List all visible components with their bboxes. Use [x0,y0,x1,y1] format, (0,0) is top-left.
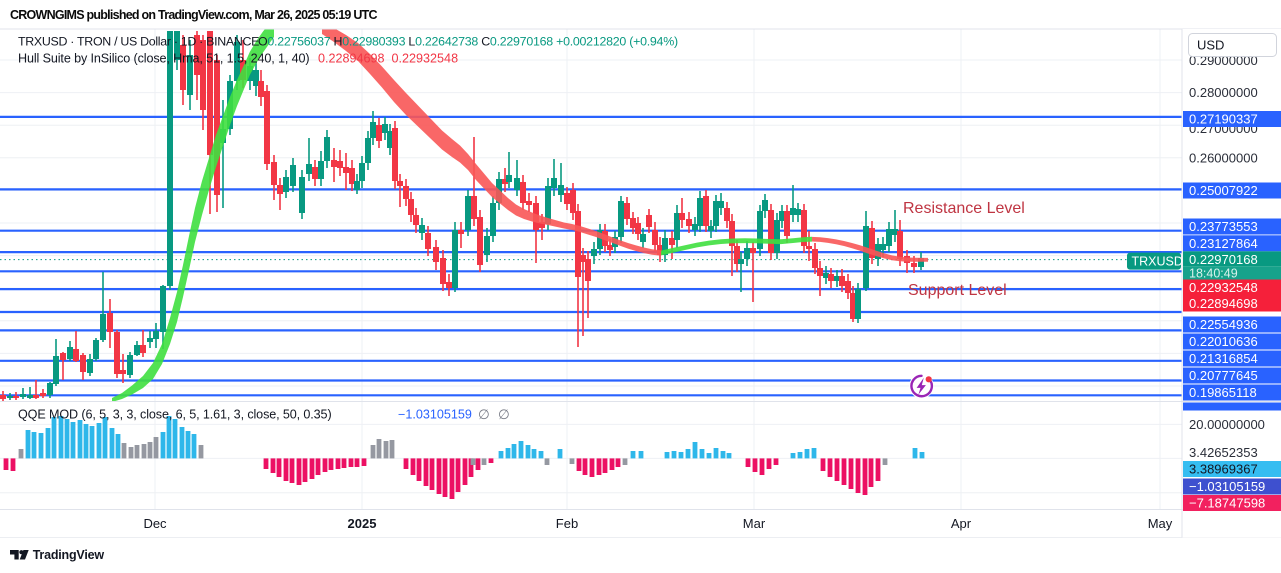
svg-text:∅: ∅ [498,407,510,422]
svg-text:TRXUSD: TRXUSD [1132,254,1183,268]
svg-text:Hull Suite by InSilico (close,: Hull Suite by InSilico (close, Hma, 51, … [18,52,309,66]
svg-text:2025: 2025 [348,516,377,531]
svg-text:0.22894698 0.22932548: 0.22894698 0.22932548 [318,52,458,66]
svg-text:−7.18747598: −7.18747598 [1189,496,1265,511]
svg-text:0.25007922: 0.25007922 [1189,183,1258,198]
svg-text:QQE MOD (6, 5, 3, 3, close, 6,: QQE MOD (6, 5, 3, 3, close, 6, 5, 1.61, … [18,408,332,422]
svg-text:20.00000000: 20.00000000 [1189,417,1265,432]
svg-text:0.23127864: 0.23127864 [1189,236,1258,251]
svg-text:Mar: Mar [743,516,766,531]
svg-text:0.19865118: 0.19865118 [1189,385,1257,400]
svg-text:USD: USD [1197,38,1224,53]
svg-text:TRXUSD · TRON / US Dollar · 1D: TRXUSD · TRON / US Dollar · 1D · BINANCE [18,35,259,49]
svg-text:0.28000000: 0.28000000 [1189,85,1258,100]
svg-text:0.22894698: 0.22894698 [1189,296,1258,311]
svg-text:0.23773553: 0.23773553 [1189,219,1258,234]
svg-text:0.22970168: 0.22970168 [1189,252,1258,267]
svg-text:Resistance Level: Resistance Level [903,200,1025,217]
svg-text:3.38969367: 3.38969367 [1189,462,1258,477]
svg-text:∅: ∅ [478,407,490,422]
svg-text:O0.22756037 H0.22980393 L0.226: O0.22756037 H0.22980393 L0.22642738 C0.2… [258,35,678,49]
svg-text:CROWNGIMS published on Trading: CROWNGIMS published on TradingView.com, … [10,8,378,22]
svg-text:May: May [1148,516,1173,531]
svg-text:0.27190337: 0.27190337 [1189,112,1258,127]
svg-text:TradingView: TradingView [33,548,105,562]
svg-text:0.22010636: 0.22010636 [1189,334,1258,349]
svg-text:0.26000000: 0.26000000 [1189,150,1258,165]
svg-text:18:40:49: 18:40:49 [1189,267,1238,281]
svg-text:Apr: Apr [951,516,972,531]
svg-text:Dec: Dec [143,516,167,531]
svg-text:0.22554936: 0.22554936 [1189,317,1258,332]
svg-text:0.20777645: 0.20777645 [1189,368,1258,383]
svg-text:−1.03105159: −1.03105159 [1189,479,1265,494]
svg-text:3.42652353: 3.42652353 [1189,445,1258,460]
svg-text:0.22932548: 0.22932548 [1189,280,1258,295]
svg-text:−1.03105159: −1.03105159 [398,408,472,422]
svg-text:Support Level: Support Level [908,282,1007,299]
svg-text:0.21316854: 0.21316854 [1189,351,1258,366]
svg-text:Feb: Feb [556,516,578,531]
